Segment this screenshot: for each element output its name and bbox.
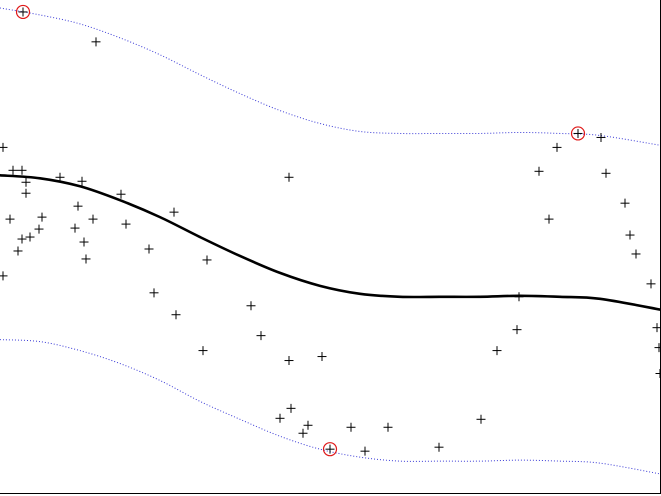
- data-point: [514, 292, 524, 302]
- data-point: [492, 346, 502, 356]
- data-point: [88, 214, 98, 224]
- data-point: [198, 346, 208, 356]
- data-point: [620, 198, 630, 208]
- data-point: [284, 356, 294, 366]
- data-point: [13, 246, 23, 256]
- data-point: [34, 224, 44, 234]
- data-point: [256, 331, 266, 341]
- data-point: [171, 310, 181, 320]
- data-point: [317, 352, 327, 362]
- data-point: [5, 214, 15, 224]
- data-point: [0, 142, 8, 152]
- data-point: [149, 288, 159, 298]
- data-point: [434, 442, 444, 452]
- data-point: [121, 219, 131, 229]
- data-point: [77, 176, 87, 186]
- data-point: [652, 323, 661, 333]
- support-vector-marker: [15, 4, 31, 20]
- data-point: [596, 132, 606, 142]
- data-point: [284, 172, 294, 182]
- data-point: [303, 420, 313, 430]
- regression-curve: [0, 173, 661, 312]
- data-point: [654, 343, 661, 353]
- data-point: [298, 428, 308, 438]
- data-point: [631, 249, 641, 259]
- fit-curve-layer: [0, 173, 661, 312]
- data-point: [70, 223, 80, 233]
- support-vector-layer: [15, 4, 586, 457]
- data-point: [275, 413, 285, 423]
- lower-margin-line: [0, 339, 661, 475]
- data-point: [144, 244, 154, 254]
- data-point: [81, 254, 91, 264]
- data-point: [55, 172, 65, 182]
- data-point: [37, 212, 47, 222]
- data-point: [534, 166, 544, 176]
- data-point: [646, 279, 656, 289]
- data-point: [325, 444, 335, 454]
- data-point: [383, 422, 393, 432]
- points-layer: [0, 7, 661, 456]
- data-point: [601, 168, 611, 178]
- data-point: [73, 201, 83, 211]
- data-point: [346, 422, 356, 432]
- data-point: [552, 142, 562, 152]
- data-point: [0, 271, 8, 281]
- data-point: [25, 232, 35, 242]
- data-point: [17, 234, 27, 244]
- data-point: [79, 237, 89, 247]
- data-point: [116, 189, 126, 199]
- data-point: [169, 207, 179, 217]
- data-point: [18, 7, 28, 17]
- data-point: [625, 230, 635, 240]
- data-point: [17, 165, 27, 175]
- data-point: [8, 165, 18, 175]
- data-point: [360, 446, 370, 456]
- data-point: [286, 403, 296, 413]
- upper-margin-line: [0, 7, 661, 146]
- support-vector-marker: [322, 442, 338, 457]
- band-layer: [0, 7, 661, 475]
- data-point: [544, 214, 554, 224]
- data-point: [21, 188, 31, 198]
- data-point: [246, 301, 256, 311]
- data-point: [476, 414, 486, 424]
- data-point: [91, 37, 101, 47]
- data-point: [512, 325, 522, 335]
- data-point: [573, 128, 583, 138]
- data-point: [21, 177, 31, 187]
- support-vector-marker: [570, 126, 586, 141]
- data-point: [202, 255, 212, 265]
